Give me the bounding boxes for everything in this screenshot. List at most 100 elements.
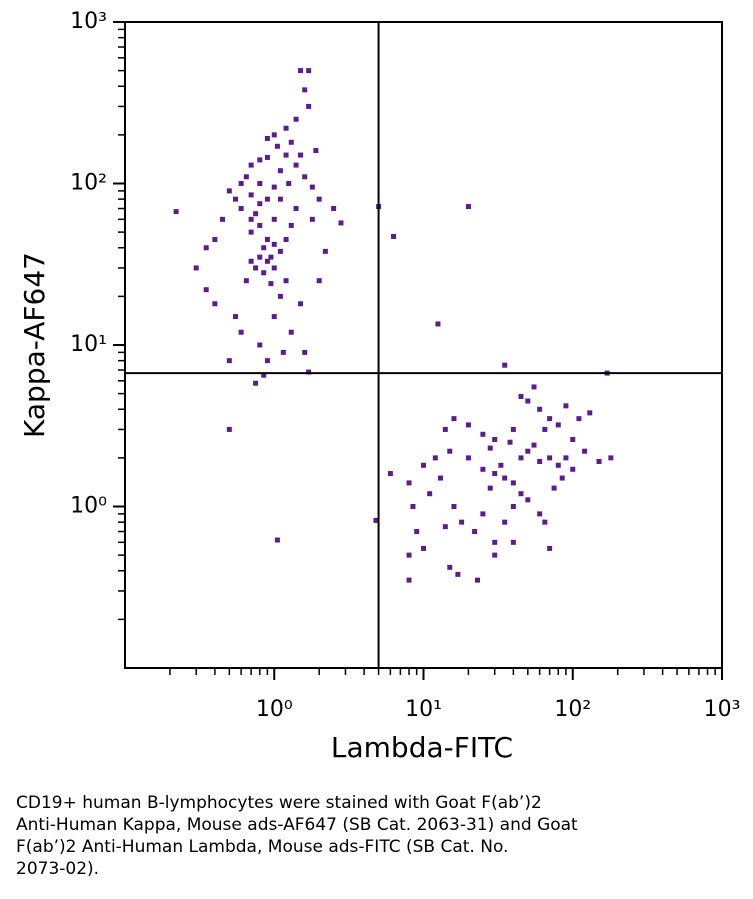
data-point (492, 436, 498, 442)
data-point (531, 384, 537, 390)
data-point (219, 216, 225, 222)
data-point (387, 471, 393, 477)
data-point (203, 245, 209, 251)
data-point (313, 148, 319, 154)
data-point (406, 552, 412, 558)
data-point (298, 152, 304, 158)
data-point (331, 206, 337, 212)
caption-line: 2073-02). (16, 859, 100, 879)
data-point (414, 529, 420, 535)
data-point (406, 480, 412, 486)
data-point (531, 442, 537, 448)
data-point (271, 216, 277, 222)
x-tick-label: 10³ (704, 697, 741, 722)
caption-line: Anti-Human Kappa, Mouse ads-AF647 (SB Ca… (16, 815, 578, 835)
data-point (238, 329, 244, 335)
data-point (257, 254, 263, 260)
data-point (451, 416, 457, 422)
data-point (435, 321, 441, 327)
data-point (596, 458, 602, 464)
data-point (261, 270, 267, 276)
data-point (238, 206, 244, 212)
data-point (542, 426, 548, 432)
data-point (427, 491, 433, 497)
data-point (288, 222, 294, 228)
data-point (309, 184, 315, 190)
data-point (492, 552, 498, 558)
data-point (502, 362, 508, 368)
data-point (306, 103, 312, 109)
data-point (322, 248, 328, 254)
data-point (570, 436, 576, 442)
x-tick-label: 10⁰ (256, 697, 293, 722)
data-point (480, 511, 486, 517)
data-point (283, 125, 289, 131)
data-point (510, 426, 516, 432)
data-point (563, 403, 569, 409)
data-point (268, 254, 274, 260)
data-point (257, 201, 263, 207)
data-point (547, 545, 553, 551)
data-point (280, 349, 286, 355)
data-point (271, 132, 277, 138)
plot-frame (124, 21, 723, 669)
data-point (442, 426, 448, 432)
data-point (555, 422, 561, 428)
data-point (264, 358, 270, 364)
data-point (264, 135, 270, 141)
data-point (555, 462, 561, 468)
data-point (510, 504, 516, 509)
data-point (487, 445, 493, 451)
data-point (257, 157, 263, 163)
data-point (288, 329, 294, 335)
data-point (298, 301, 304, 307)
data-point (253, 211, 259, 217)
data-point (253, 265, 259, 271)
data-point (306, 369, 312, 375)
data-point (232, 314, 238, 320)
y-tick-label: 10² (70, 171, 107, 196)
data-point (465, 455, 471, 461)
data-point (447, 564, 453, 570)
data-point (283, 237, 289, 243)
data-point (274, 143, 280, 149)
data-point (226, 426, 232, 432)
data-point (316, 196, 322, 202)
data-point (391, 233, 397, 239)
data-point (248, 258, 254, 264)
data-point (257, 181, 263, 186)
data-point (302, 87, 308, 93)
data-point (432, 455, 438, 461)
data-point (293, 206, 299, 212)
data-point (271, 184, 277, 190)
data-point (542, 519, 548, 525)
data-point (447, 448, 453, 454)
data-point (587, 410, 593, 416)
data-point (492, 539, 498, 545)
y-axis-title: Kappa-AF647 (18, 252, 51, 438)
caption: CD19+ human B-lymphocytes were stained w… (16, 792, 716, 880)
data-point (302, 349, 308, 355)
y-tick-label: 10⁰ (70, 494, 107, 519)
data-point (248, 229, 254, 235)
y-tick-label: 10¹ (70, 332, 107, 357)
data-point (421, 462, 426, 468)
x-tick-label: 10² (554, 697, 591, 722)
data-point (537, 511, 543, 517)
data-point (472, 529, 478, 535)
data-point (253, 380, 259, 386)
data-point (537, 458, 543, 464)
data-point (232, 196, 238, 202)
data-point (302, 174, 308, 180)
data-point (547, 455, 553, 461)
data-point (212, 237, 218, 243)
data-point (248, 162, 254, 168)
data-point (293, 116, 299, 122)
data-point (243, 174, 249, 180)
data-point (455, 571, 461, 577)
data-point (264, 154, 270, 160)
data-point (510, 539, 516, 545)
data-point (442, 524, 448, 530)
data-point (277, 196, 283, 202)
